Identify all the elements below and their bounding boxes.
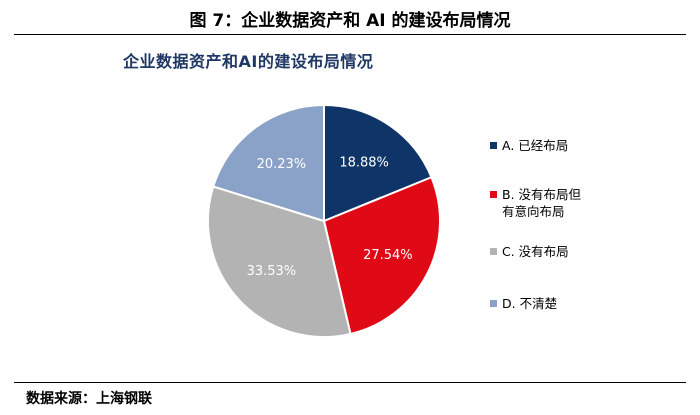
figure-caption: 图 7：企业数据资产和 AI 的建设布局情况 <box>189 11 511 31</box>
source-note: 数据来源：上海钢联 <box>26 391 152 407</box>
pie-slice-b <box>322 175 441 336</box>
chart-title: 企业数据资产和AI的建设布局情况 <box>123 52 374 71</box>
pie-slice-a <box>323 103 433 223</box>
slice-label-a: 18.88% <box>339 155 389 170</box>
legend-label-d: D. 不清楚 <box>502 296 558 311</box>
slice-label-c: 33.53% <box>247 264 297 279</box>
slice-label-d: 20.23% <box>257 157 307 172</box>
legend-item-d: D. 不清楚 <box>490 295 592 312</box>
legend-swatch-d <box>490 300 497 307</box>
pie-slice-d <box>211 103 325 223</box>
pie-slice-c <box>207 185 352 338</box>
slice-label-b: 27.54% <box>363 248 413 263</box>
legend-label-c: C. 没有布局 <box>502 244 569 259</box>
bottom-rule <box>14 382 686 383</box>
legend-label-b: B. 没有布局但有意向布局 <box>502 187 582 219</box>
legend-swatch-a <box>490 142 497 149</box>
legend-item-b: B. 没有布局但有意向布局 <box>490 186 592 220</box>
legend-swatch-c <box>490 248 497 255</box>
legend-swatch-b <box>490 191 497 198</box>
legend-item-c: C. 没有布局 <box>490 243 592 260</box>
top-rule <box>14 34 686 35</box>
legend-item-a: A. 已经布局 <box>490 137 592 154</box>
legend-label-a: A. 已经布局 <box>502 138 569 153</box>
